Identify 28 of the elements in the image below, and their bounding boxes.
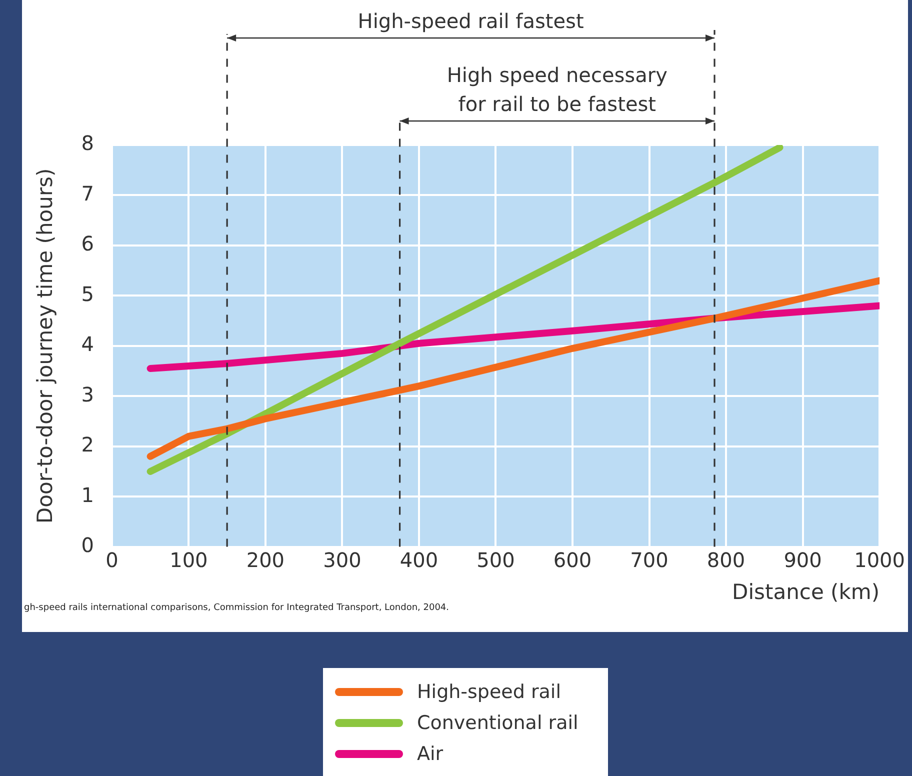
y-axis-title: Door-to-door journey time (hours) (33, 168, 58, 524)
legend-label: Air (417, 742, 444, 764)
legend-label: Conventional rail (417, 712, 578, 734)
x-tick-label: 400 (400, 548, 438, 572)
text: gh-speed rails international comparisons, Commission for Integrated Transport, London, 2004. (24, 603, 450, 613)
y-tick-label: 1 (81, 482, 94, 507)
x-tick-label: 100 (170, 548, 208, 572)
x-tick-label: 500 (476, 548, 515, 572)
y-tick-label: 7 (81, 181, 94, 206)
y-tick-label: 8 (81, 131, 94, 156)
x-tick-label: 200 (246, 548, 285, 572)
x-tick-label: 900 (784, 548, 822, 572)
y-tick-label: 0 (81, 533, 94, 558)
legend-label: High-speed rail (417, 680, 561, 702)
text: High speed necessary for rail to be fastest (446, 63, 668, 116)
x-tick-label: 800 (706, 548, 746, 572)
y-tick-label: 4 (81, 332, 94, 356)
y-tick-label: 3 (81, 382, 94, 406)
y-tick-label: 5 (81, 282, 94, 306)
text: High-speed rail fastest (358, 9, 584, 33)
x-tick-label: 1000 (854, 548, 906, 572)
x-tick-label: 600 (553, 548, 592, 572)
x-tick-label: 300 (323, 548, 362, 572)
x-tick-label: 0 (106, 548, 118, 572)
y-tick-label: 2 (81, 432, 94, 457)
x-tick-label: 700 (630, 548, 668, 572)
y-tick-label: 6 (81, 232, 94, 256)
x-axis-title: Distance (km) (732, 580, 880, 604)
